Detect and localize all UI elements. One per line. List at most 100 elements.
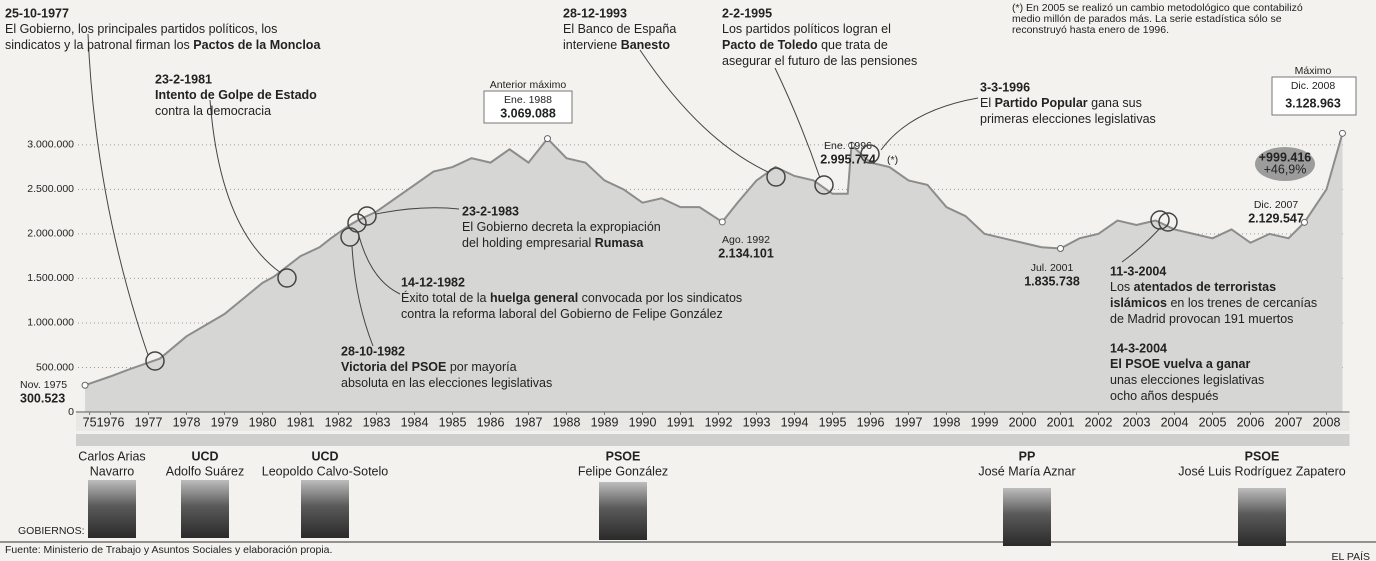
party: UCD — [311, 449, 338, 463]
government-strip — [76, 434, 1350, 446]
x-tick-label: 1996 — [857, 415, 885, 429]
point-value: 2.129.547 — [1248, 211, 1304, 225]
point-value: 3.069.088 — [500, 106, 556, 120]
x-tick-label: 1984 — [401, 415, 429, 429]
y-tick-label: 2.500.000 — [27, 183, 74, 195]
annotation-line: unas elecciones legislativas — [1110, 373, 1264, 387]
x-tick-label: 2002 — [1085, 415, 1113, 429]
photo — [301, 480, 349, 538]
annotation-line: El Partido Popular gana sus — [980, 96, 1142, 110]
annotation-line: El Gobierno, los principales partidos po… — [5, 22, 277, 36]
annotation-text: El PSOE vuelva a ganar — [1110, 357, 1250, 371]
x-tick-label: 75 — [83, 415, 97, 429]
point-date: Dic. 2008 — [1291, 80, 1336, 92]
x-tick-label: 1977 — [135, 415, 163, 429]
annotation-line: Victoria del PSOE por mayoría — [341, 360, 517, 374]
point-date: Nov. 1975 — [20, 379, 67, 391]
source: Fuente: Ministerio de Trabajo y Asuntos … — [5, 544, 332, 556]
x-tick-label: 1986 — [477, 415, 505, 429]
x-tick-label: 1980 — [249, 415, 277, 429]
annotation-text: que trata de — [818, 38, 888, 52]
x-tick-label: 1999 — [971, 415, 999, 429]
x-tick-label: 1985 — [439, 415, 467, 429]
point-date: Ene. 1988 — [504, 94, 552, 106]
annotation-line: primeras elecciones legislativas — [980, 112, 1156, 126]
y-tick-label: 3.000.000 — [27, 139, 74, 151]
point-value: 300.523 — [20, 391, 65, 405]
annotation-text: de Madrid provocan 191 muertos — [1110, 312, 1293, 326]
annotation-line: contra la democracia — [155, 104, 271, 118]
governments-label: GOBIERNOS: — [18, 525, 85, 537]
annotation-line: El Banco de España — [563, 22, 676, 36]
photo — [181, 480, 229, 538]
annotation-date: 2-2-1995 — [722, 6, 772, 20]
government-name: José Luis Rodríguez Zapatero — [1178, 464, 1346, 478]
point-value: 2.134.101 — [718, 246, 774, 260]
annotation-date: 11-3-2004 — [1110, 264, 1166, 278]
x-tick-label: 1997 — [895, 415, 923, 429]
annotation-line: El PSOE vuelva a ganar — [1110, 357, 1250, 371]
x-tick-label: 2006 — [1237, 415, 1265, 429]
credit: EL PAÍS — [1331, 550, 1370, 561]
annotation-text: Intento de Golpe de Estado — [155, 88, 317, 102]
annotation-text: primeras elecciones legislativas — [980, 112, 1156, 126]
x-tick-label: 1995 — [819, 415, 847, 429]
point-value: 1.835.738 — [1024, 274, 1080, 288]
point-heading: Anterior máximo — [490, 79, 567, 91]
photo — [88, 480, 136, 538]
point-date: Dic. 2007 — [1254, 199, 1299, 211]
annotation-line: de Madrid provocan 191 muertos — [1110, 312, 1293, 326]
annotation-text: por mayoría — [446, 360, 516, 374]
annotation-line: absoluta en las elecciones legislativas — [341, 376, 552, 390]
annotation-text: Rumasa — [595, 236, 645, 250]
annotation-text: Pactos de la Moncloa — [193, 38, 321, 52]
party: PSOE — [1245, 449, 1280, 463]
party: PP — [1019, 449, 1036, 463]
annotation-text: sindicatos y la patronal firman los — [5, 38, 193, 52]
x-tick-label: 1998 — [933, 415, 961, 429]
x-tick-label: 1993 — [743, 415, 771, 429]
x-tick-label: 1987 — [515, 415, 543, 429]
x-tick-label: 2004 — [1161, 415, 1189, 429]
annotation-line: del holding empresarial Rumasa — [462, 236, 644, 250]
point-marker — [545, 136, 551, 142]
government-name: José María Aznar — [978, 464, 1075, 478]
point-value: 3.128.963 — [1285, 96, 1341, 110]
y-tick-label: 2.000.000 — [27, 228, 74, 240]
annotation-line: Los partidos políticos logran el — [722, 22, 891, 36]
annotation-date: 23-2-1981 — [155, 72, 212, 86]
annotation-text: contra la reforma laboral del Gobierno d… — [401, 307, 723, 321]
annotation-text: atentados de terroristas — [1134, 280, 1276, 294]
x-tick-label: 1976 — [97, 415, 125, 429]
annotation-text: islámicos — [1110, 296, 1167, 310]
annotation-text: Victoria del PSOE — [341, 360, 446, 374]
x-tick-label: 1988 — [553, 415, 581, 429]
annotation-text: interviene — [563, 38, 621, 52]
annotation-text: convocada por los sindicatos — [578, 291, 742, 305]
annotation-line: islámicos en los trenes de cercanías — [1110, 296, 1317, 310]
chart: (*) En 2005 se realizó un cambio metodol… — [0, 0, 1376, 561]
annotation-line: sindicatos y la patronal firman los Pact… — [5, 38, 321, 52]
point-date: Jul. 2001 — [1031, 262, 1074, 274]
annotation-line: asegurar el futuro de las pensiones — [722, 54, 917, 68]
annotation-date: 28-12-1993 — [563, 6, 627, 20]
annotation-text: El Gobierno, los principales partidos po… — [5, 22, 277, 36]
annotation-date: 25-10-1977 — [5, 6, 69, 20]
annotation-text: huelga general — [490, 291, 578, 305]
x-tick-label: 1990 — [629, 415, 657, 429]
x-tick-label: 1983 — [363, 415, 391, 429]
annotation-date: 14-3-2004 — [1110, 341, 1167, 355]
annotation-text: absoluta en las elecciones legislativas — [341, 376, 552, 390]
annotation-text: asegurar el futuro de las pensiones — [722, 54, 917, 68]
annotation-text: El — [980, 96, 995, 110]
annotation-text: del holding empresarial — [462, 236, 595, 250]
point-date: Ago. 1992 — [722, 234, 770, 246]
y-tick-label: 500.000 — [36, 361, 74, 373]
footnote: reconstruyó hasta enero de 1996. — [1012, 24, 1169, 36]
annotation-line: interviene Banesto — [563, 38, 670, 52]
x-tick-label: 1982 — [325, 415, 353, 429]
photo — [1003, 488, 1051, 546]
annotation-line: Los atentados de terroristas — [1110, 280, 1276, 294]
photo — [1238, 488, 1286, 546]
government-name: Leopoldo Calvo-Sotelo — [262, 464, 389, 478]
